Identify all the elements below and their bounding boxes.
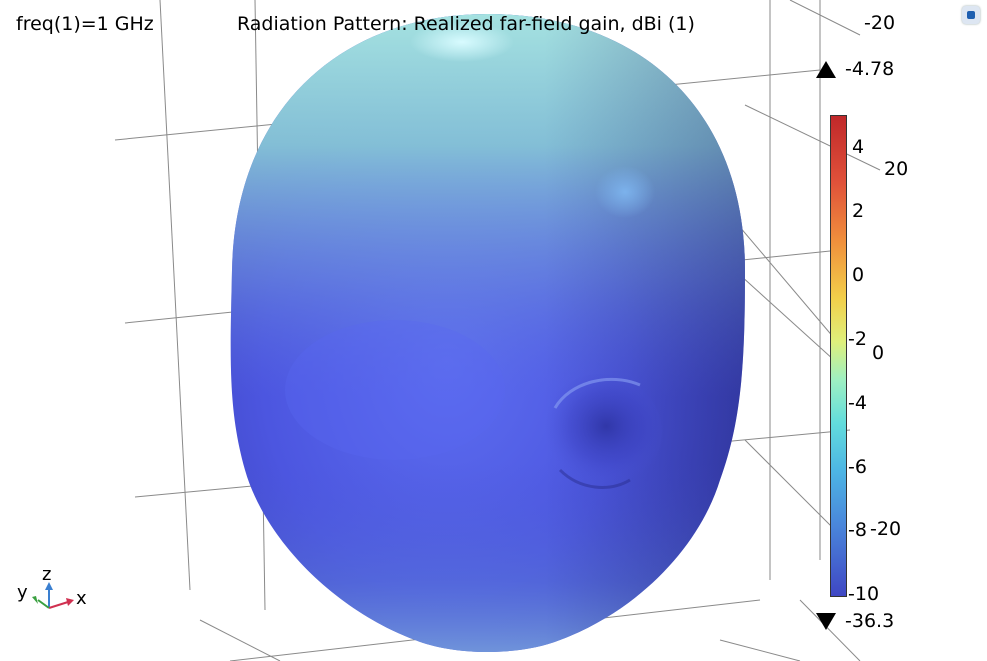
colorbar-tick: -6	[848, 456, 867, 478]
axis-tick-upper: 20	[884, 158, 909, 180]
axis-tick-lower: -20	[870, 518, 902, 540]
colorbar-tick: 0	[852, 264, 865, 286]
triad-x-label: x	[76, 588, 87, 609]
colorbar-tick: 2	[852, 200, 865, 222]
colorbar-tick: -2	[848, 328, 867, 350]
plot-title: Radiation Pattern: Realized far-field ga…	[237, 13, 695, 35]
max-triangle-icon	[816, 60, 836, 78]
view-toggle-icon[interactable]	[962, 6, 980, 24]
colorbar-max-value: -4.78	[845, 58, 895, 80]
colorbar-tick: -8	[848, 519, 867, 541]
colorbar-tick: -4	[848, 392, 867, 414]
far-field-lobe	[230, 14, 746, 652]
colorbar-tick: -10	[848, 583, 880, 605]
triad-z-label: z	[42, 564, 52, 585]
colorbar	[830, 115, 847, 597]
axis-tick-top: -20	[864, 12, 896, 34]
frequency-label: freq(1)=1 GHz	[16, 13, 154, 35]
triad-y-label: y	[17, 582, 28, 603]
colorbar-min: -36.3	[816, 610, 894, 632]
colorbar-tick: 4	[852, 136, 865, 158]
colorbar-min-value: -36.3	[845, 610, 895, 632]
front-grid-lines	[744, 0, 881, 171]
min-triangle-icon	[816, 612, 836, 630]
axis-tick-middle: 0	[872, 342, 885, 364]
colorbar-max: -4.78	[816, 58, 894, 80]
axis-triad-icon: z y x	[14, 564, 94, 616]
